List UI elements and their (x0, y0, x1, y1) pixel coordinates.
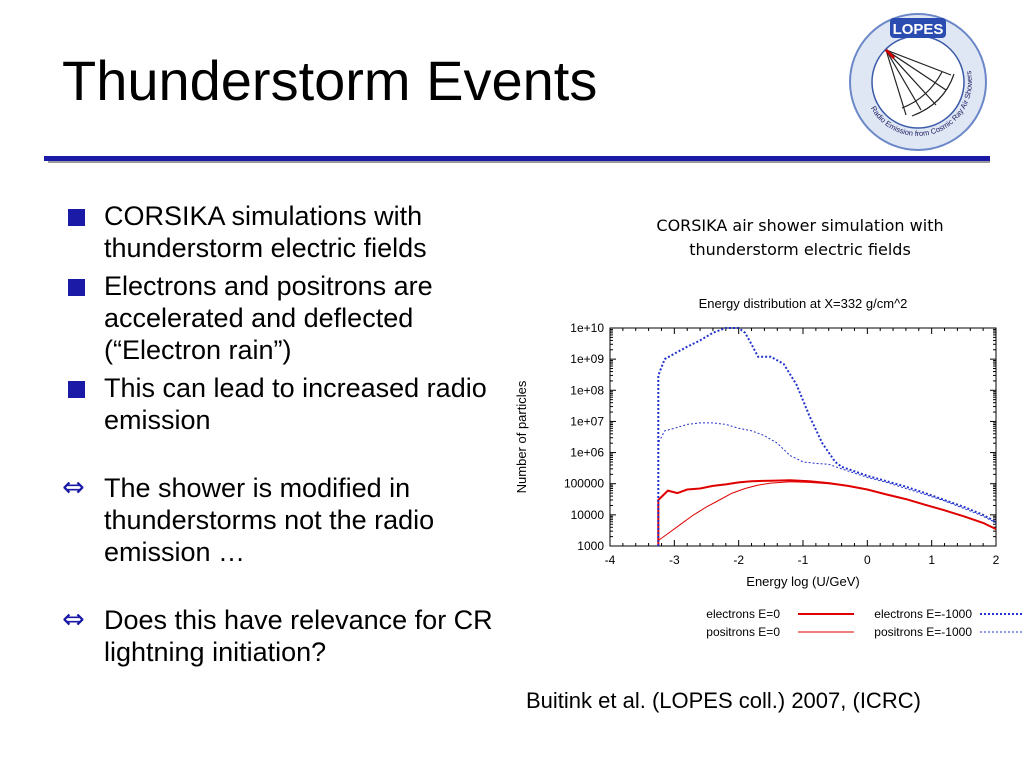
bullet-text: This can lead to increased radio emissio… (104, 373, 487, 435)
y-tick-label: 1000 (577, 539, 604, 553)
series-line-1 (657, 481, 868, 546)
lopes-logo-icon: LOPES Radio Emission from Cosmic Ray Air… (849, 13, 987, 151)
title-rule (44, 156, 990, 161)
x-tick-label: -3 (669, 553, 680, 567)
chart-caption: CORSIKA air shower simulation with thund… (656, 216, 944, 259)
x-axis-label: Energy log (U/GeV) (746, 574, 859, 589)
bullet-item: This can lead to increased radio emissio… (62, 372, 532, 436)
x-tick-label: -2 (733, 553, 744, 567)
y-tick-label: 1e+06 (570, 446, 604, 460)
y-tick-label: 1e+07 (570, 414, 604, 428)
x-tick-label: 2 (993, 553, 1000, 567)
citation-credit: Buitink et al. (LOPES coll.) 2007, (ICRC… (526, 688, 921, 713)
y-tick-label: 100000 (564, 477, 604, 491)
series-line-2 (657, 327, 997, 546)
series-line-0 (657, 479, 997, 546)
bullet-item: Electrons and positrons are accelerated … (62, 270, 532, 366)
square-bullet-icon (68, 279, 85, 296)
y-tick-label: 1e+08 (570, 383, 604, 397)
bullet-list: CORSIKA simulations with thunderstorm el… (62, 200, 532, 674)
bullet-text: Does this have relevance for CR lightnin… (104, 605, 493, 667)
x-tick-label: -1 (798, 553, 809, 567)
y-tick-label: 10000 (571, 508, 605, 522)
x-tick-label: 0 (864, 553, 871, 567)
bullet-text: Electrons and positrons are accelerated … (104, 271, 433, 365)
legend-label: positrons E=0 (706, 625, 780, 639)
bullet-item: ⇔ Does this have relevance for CR lightn… (62, 604, 532, 668)
square-bullet-icon (68, 381, 85, 398)
bullet-text: The shower is modified in thunderstorms … (104, 473, 435, 567)
bullet-item: ⇔ The shower is modified in thunderstorm… (62, 472, 532, 568)
energy-distribution-chart: Energy distribution at X=332 g/cm^2 1000 1… (514, 296, 1022, 639)
plot-frame (609, 327, 997, 547)
legend-label: electrons E=-1000 (874, 607, 972, 621)
square-bullet-icon (68, 209, 85, 226)
chart-title: Energy distribution at X=332 g/cm^2 (699, 296, 908, 311)
y-tick-label: 1e+10 (570, 321, 604, 335)
legend-label: electrons E=0 (706, 607, 780, 621)
bullet-item: CORSIKA simulations with thunderstorm el… (62, 200, 532, 264)
double-arrow-bullet-icon: ⇔ (62, 604, 85, 635)
title-rule-shadow (48, 161, 990, 163)
y-tick-label: 1e+09 (570, 352, 604, 366)
x-tick-label: -4 (605, 553, 616, 567)
bullet-text: CORSIKA simulations with thunderstorm el… (104, 201, 427, 263)
double-arrow-bullet-icon: ⇔ (62, 472, 85, 503)
logo-text: LOPES (893, 21, 944, 38)
x-tick-label: 1 (928, 553, 935, 567)
series-line-3 (657, 422, 997, 546)
y-axis-label: Number of particles (514, 380, 529, 493)
legend-label: positrons E=-1000 (874, 625, 972, 639)
slide-title: Thunderstorm Events (62, 49, 598, 112)
